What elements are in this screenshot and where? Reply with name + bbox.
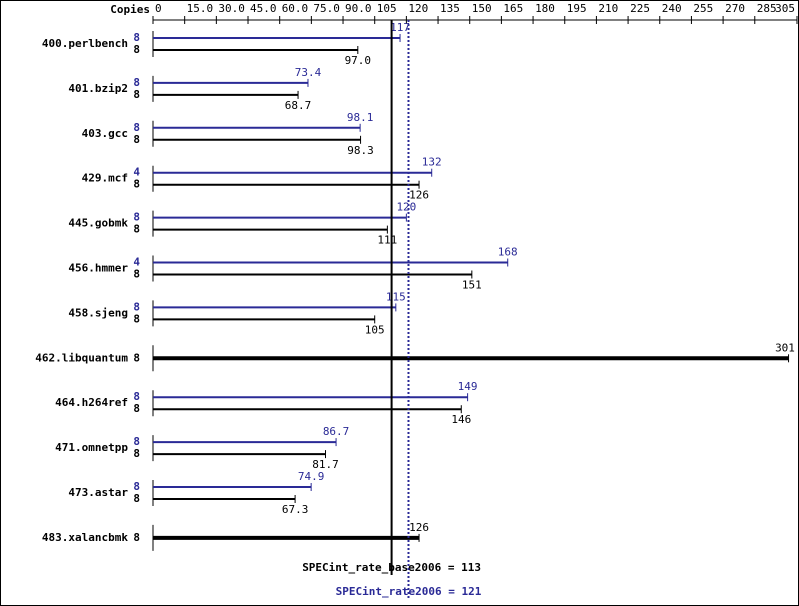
- copies-label: 8: [133, 133, 140, 146]
- reference-label: SPECint_rate2006 = 121: [336, 585, 482, 598]
- value-label: 73.4: [295, 66, 322, 79]
- value-label: 301: [775, 341, 795, 354]
- x-tick-label: 210: [598, 2, 618, 15]
- x-tick-label: 240: [662, 2, 682, 15]
- row-label: 400.perlbench: [42, 37, 128, 50]
- copies-label: 8: [133, 88, 140, 101]
- row-label: 471.omnetpp: [55, 441, 128, 454]
- copies-label: 8: [133, 312, 140, 325]
- copies-label: 8: [133, 300, 140, 313]
- row-label: 473.astar: [68, 486, 128, 499]
- x-tick-label: 195: [567, 2, 587, 15]
- copies-label: 8: [133, 178, 140, 191]
- x-tick-label: 45.0: [250, 2, 277, 15]
- value-label: 105: [365, 323, 385, 336]
- row-label: 445.gobmk: [68, 217, 128, 230]
- value-label: 67.3: [282, 503, 309, 516]
- value-label: 126: [409, 189, 429, 202]
- copies-label: 8: [133, 480, 140, 493]
- value-label: 97.0: [345, 54, 372, 67]
- value-label: 146: [451, 413, 471, 426]
- row-label: 464.h264ref: [55, 396, 128, 409]
- copies-label: 8: [133, 492, 140, 505]
- copies-label: 8: [133, 531, 140, 544]
- value-label: 68.7: [285, 99, 312, 112]
- copies-label: 8: [133, 121, 140, 134]
- row-label: 429.mcf: [82, 172, 128, 185]
- x-tick-label: 75.0: [313, 2, 340, 15]
- x-axis-label: Copies: [110, 3, 150, 16]
- x-tick-label: 225: [630, 2, 650, 15]
- row-label: 403.gcc: [82, 127, 128, 140]
- x-tick-label: 150: [472, 2, 492, 15]
- x-tick-label: 255: [693, 2, 713, 15]
- value-label: 74.9: [298, 470, 325, 483]
- value-label: 149: [458, 380, 478, 393]
- copies-label: 8: [133, 76, 140, 89]
- row-label: 483.xalancbmk: [42, 531, 128, 544]
- value-label: 126: [409, 521, 429, 534]
- copies-label: 8: [133, 43, 140, 56]
- copies-label: 4: [133, 256, 140, 269]
- copies-label: 8: [133, 268, 140, 281]
- value-label: 111: [377, 234, 397, 247]
- x-tick-label: 135: [440, 2, 460, 15]
- x-tick-label: 305: [775, 2, 795, 15]
- x-tick-label: 0: [155, 2, 162, 15]
- row-label: 401.bzip2: [68, 82, 128, 95]
- x-tick-label: 270: [725, 2, 745, 15]
- value-label: 98.1: [347, 111, 374, 124]
- x-tick-label: 30.0: [218, 2, 245, 15]
- value-label: 81.7: [312, 458, 339, 471]
- row-label: 462.libquantum: [35, 351, 128, 364]
- value-label: 115: [386, 290, 406, 303]
- copies-label: 8: [133, 447, 140, 460]
- value-label: 117: [390, 21, 410, 34]
- copies-label: 8: [133, 390, 140, 403]
- copies-label: 8: [133, 435, 140, 448]
- x-tick-label: 180: [535, 2, 555, 15]
- value-label: 120: [396, 201, 416, 214]
- copies-label: 4: [133, 166, 140, 179]
- copies-label: 8: [133, 402, 140, 415]
- copies-label: 8: [133, 211, 140, 224]
- x-tick-label: 120: [408, 2, 428, 15]
- x-tick-label: 15.0: [187, 2, 214, 15]
- copies-label: 8: [133, 31, 140, 44]
- value-label: 151: [462, 279, 482, 292]
- reference-label: SPECint_rate_base2006 = 113: [302, 561, 481, 574]
- row-label: 456.hmmer: [68, 262, 128, 275]
- x-tick-label: 165: [503, 2, 523, 15]
- value-label: 168: [498, 246, 518, 259]
- x-tick-label: 90.0: [345, 2, 372, 15]
- copies-label: 8: [133, 351, 140, 364]
- x-tick-label: 105: [377, 2, 397, 15]
- value-label: 98.3: [347, 144, 374, 157]
- x-tick-label: 285: [757, 2, 777, 15]
- copies-label: 8: [133, 223, 140, 236]
- row-label: 458.sjeng: [68, 306, 128, 319]
- value-label: 86.7: [323, 425, 350, 438]
- x-tick-label: 60.0: [282, 2, 309, 15]
- value-label: 132: [422, 156, 442, 169]
